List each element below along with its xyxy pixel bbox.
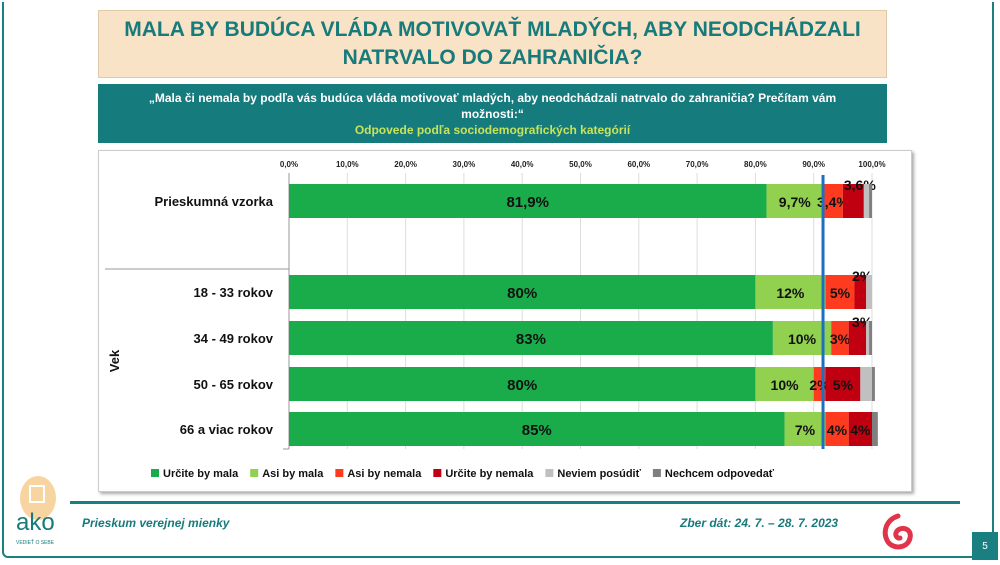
- bar-segment: [755, 275, 826, 309]
- legend-swatch: [545, 469, 554, 477]
- category-label: 50 - 65 rokov: [194, 377, 274, 392]
- footer-date: Zber dát: 24. 7. – 28. 7. 2023: [680, 516, 839, 530]
- svg-text:ako: ako: [16, 509, 55, 536]
- chart-container: 0,0% 10,0% 20,0% 30,0% 40,0% 50,0% 60,0% 70,0% 8…: [98, 150, 912, 492]
- slide-frame: [2, 2, 994, 558]
- bar-segment: [869, 184, 872, 218]
- data-label: 2%: [809, 377, 830, 393]
- logo-tagline: VEDIEŤ O SEBE: [16, 538, 55, 546]
- bar-segment: [825, 275, 855, 309]
- category-label: 66 a viac rokov: [180, 422, 274, 437]
- question-note: Odpovede podľa sociodemografických kateg…: [354, 123, 631, 137]
- bar-segment: [289, 321, 773, 355]
- data-label: 10%: [788, 331, 817, 347]
- data-label: 5%: [830, 285, 851, 301]
- data-label: 5%: [833, 377, 854, 393]
- x-tick-label: 40,0%: [511, 160, 534, 169]
- x-tick-label: 70,0%: [686, 160, 709, 169]
- bar-segment: [823, 184, 843, 218]
- bar-segment: [289, 412, 785, 446]
- x-tick-label: 100,0%: [858, 160, 885, 169]
- legend-swatch: [652, 469, 661, 477]
- bar-segment: [825, 367, 861, 401]
- x-tick-label: 30,0%: [453, 160, 476, 169]
- legend-label: Nechcem odpovedať: [665, 468, 775, 480]
- legend-label: Asi by mala: [262, 468, 324, 480]
- broadcaster-logo-icon: [882, 513, 913, 550]
- stacked-bar-chart: 0,0% 10,0% 20,0% 30,0% 40,0% 50,0% 60,0% 70,0% 8…: [105, 160, 886, 480]
- question-box: „Mala či nemala by podľa vás budúca vlád…: [98, 84, 887, 143]
- category-label: 34 - 49 rokov: [194, 331, 274, 346]
- page-number: 5: [972, 532, 998, 560]
- footer-survey-name: Prieskum verejnej mienky: [82, 516, 230, 530]
- data-label: 85%: [522, 422, 552, 439]
- bar-segment: [866, 275, 872, 309]
- data-label: 3,4%: [817, 194, 849, 210]
- bar-segment: [289, 275, 756, 309]
- bar-segment: [772, 321, 832, 355]
- bar-segment: [289, 184, 767, 218]
- x-tick-label: 50,0%: [569, 160, 592, 169]
- x-tick-label: 90,0%: [802, 160, 825, 169]
- bar-segment: [866, 321, 870, 355]
- bar-segment: [848, 321, 867, 355]
- data-label: 12%: [776, 285, 805, 301]
- x-tick-label: 80,0%: [744, 160, 767, 169]
- x-tick-label: 60,0%: [627, 160, 650, 169]
- group-label: Vek: [107, 349, 122, 372]
- bar-segment: [831, 321, 849, 355]
- bar-segment: [863, 184, 870, 218]
- data-label: 9,7%: [779, 194, 811, 210]
- category-label: 18 - 33 rokov: [194, 285, 274, 300]
- data-label: 3%: [830, 331, 851, 347]
- x-tick-label: 10,0%: [336, 160, 359, 169]
- bar-segment: [854, 275, 867, 309]
- x-tick-label: 20,0%: [394, 160, 417, 169]
- data-label: 81,9%: [506, 194, 549, 211]
- question-text: „Mala či nemala by podľa vás budúca vlád…: [148, 91, 837, 121]
- legend-label: Určite by mala: [163, 468, 239, 480]
- bar-segment: [813, 367, 826, 401]
- legend-swatch: [151, 469, 159, 477]
- legend-label: Neviem posúdiť: [557, 468, 641, 480]
- bar-segment: [784, 412, 826, 446]
- bar-segment: [872, 412, 878, 446]
- bar-segment: [848, 412, 872, 446]
- legend-label: Určite by nemala: [445, 468, 534, 480]
- data-label: 83%: [516, 331, 546, 348]
- bar-segment: [755, 367, 814, 401]
- slide-title: MALA BY BUDÚCA VLÁDA MOTIVOVAŤ MLADÝCH, …: [98, 10, 887, 78]
- footer-divider: [70, 501, 960, 504]
- bar-segment: [825, 412, 849, 446]
- category-label: Prieskumná vzorka: [154, 194, 273, 209]
- bar-segment: [289, 367, 756, 401]
- bar-segment: [842, 184, 864, 218]
- bar-segment: [766, 184, 824, 218]
- ako-logo: ako VEDIEŤ O SEBE: [16, 476, 56, 546]
- bar-segment: [869, 321, 872, 355]
- bar-segment: [872, 367, 875, 401]
- data-label: 4%: [827, 422, 848, 438]
- legend-label: Asi by nemala: [347, 468, 422, 480]
- bar-segment: [860, 367, 872, 401]
- legend-swatch: [335, 469, 344, 477]
- data-label: 10%: [771, 377, 800, 393]
- data-label: 7%: [795, 422, 816, 438]
- legend-swatch: [433, 469, 442, 477]
- data-label: 80%: [507, 377, 537, 394]
- data-label: 80%: [507, 285, 537, 302]
- x-tick-label: 0,0%: [280, 160, 298, 169]
- legend-swatch: [250, 469, 259, 477]
- data-label: 4%: [850, 422, 871, 438]
